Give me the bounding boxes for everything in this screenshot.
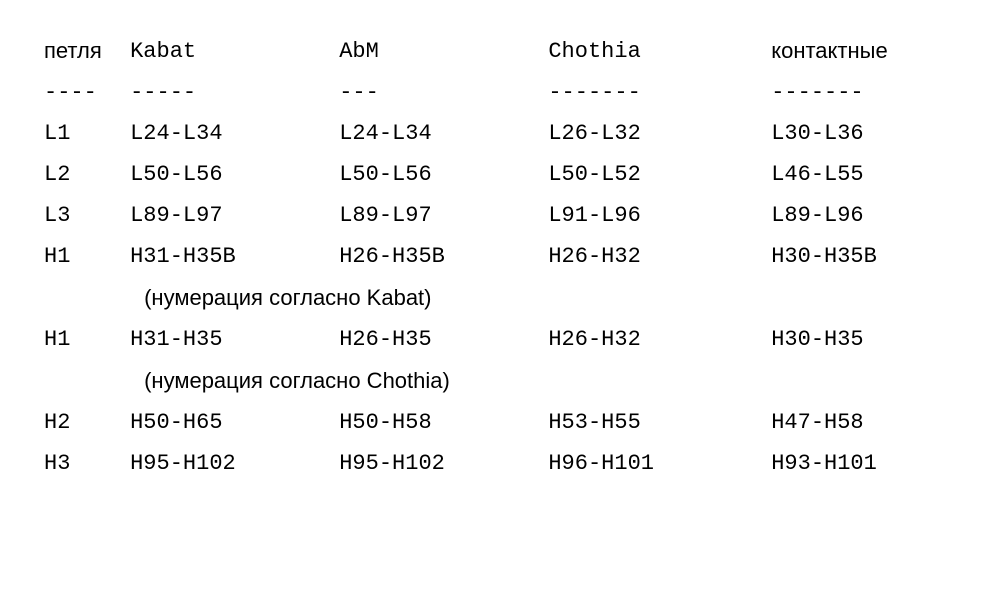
dash-loop: ----	[40, 72, 126, 113]
cell-loop: H2	[40, 402, 126, 443]
cell-kabat: H50-H65	[126, 402, 335, 443]
note-kabat: (нумерация согласно Kabat)	[126, 277, 959, 319]
cdr-definitions-table: петля Kabat AbM Chothia контактные ---- …	[40, 30, 959, 484]
header-chothia: Chothia	[544, 30, 767, 72]
cell-abm: L24-L34	[335, 113, 544, 154]
table-row: H3 H95-H102 H95-H102 H96-H101 H93-H101	[40, 443, 959, 484]
table-row: L2 L50-L56 L50-L56 L50-L52 L46-L55	[40, 154, 959, 195]
cell-chothia: H26-H32	[544, 319, 767, 360]
cell-chothia: H96-H101	[544, 443, 767, 484]
note-row-chothia: (нумерация согласно Chothia)	[40, 360, 959, 402]
cell-kabat: L24-L34	[126, 113, 335, 154]
header-abm: AbM	[335, 30, 544, 72]
cell-abm: L89-L97	[335, 195, 544, 236]
dash-contact: -------	[767, 72, 959, 113]
cell-chothia: H53-H55	[544, 402, 767, 443]
note-spacer	[40, 277, 126, 319]
dash-row: ---- ----- --- ------- -------	[40, 72, 959, 113]
dash-kabat: -----	[126, 72, 335, 113]
cell-loop: H1	[40, 319, 126, 360]
cell-abm: H26-H35	[335, 319, 544, 360]
cell-abm: H50-H58	[335, 402, 544, 443]
dash-chothia: -------	[544, 72, 767, 113]
cell-loop: L3	[40, 195, 126, 236]
cell-loop: H1	[40, 236, 126, 277]
cell-contact: H30-H35B	[767, 236, 959, 277]
cell-loop: H3	[40, 443, 126, 484]
table-row: L1 L24-L34 L24-L34 L26-L32 L30-L36	[40, 113, 959, 154]
cell-kabat: H31-H35B	[126, 236, 335, 277]
cell-chothia: L26-L32	[544, 113, 767, 154]
cell-abm: L50-L56	[335, 154, 544, 195]
dash-abm: ---	[335, 72, 544, 113]
header-row: петля Kabat AbM Chothia контактные	[40, 30, 959, 72]
cell-kabat: L89-L97	[126, 195, 335, 236]
cell-abm: H95-H102	[335, 443, 544, 484]
cell-contact: H47-H58	[767, 402, 959, 443]
cell-loop: L1	[40, 113, 126, 154]
cell-contact: L46-L55	[767, 154, 959, 195]
cell-chothia: L91-L96	[544, 195, 767, 236]
cell-loop: L2	[40, 154, 126, 195]
table-row: H1 H31-H35 H26-H35 H26-H32 H30-H35	[40, 319, 959, 360]
header-contact: контактные	[767, 30, 959, 72]
note-row-kabat: (нумерация согласно Kabat)	[40, 277, 959, 319]
table-row: H1 H31-H35B H26-H35B H26-H32 H30-H35B	[40, 236, 959, 277]
note-chothia: (нумерация согласно Chothia)	[126, 360, 959, 402]
note-spacer	[40, 360, 126, 402]
cell-chothia: L50-L52	[544, 154, 767, 195]
cell-contact: H93-H101	[767, 443, 959, 484]
table-row: L3 L89-L97 L89-L97 L91-L96 L89-L96	[40, 195, 959, 236]
cell-abm: H26-H35B	[335, 236, 544, 277]
cell-contact: L89-L96	[767, 195, 959, 236]
header-kabat: Kabat	[126, 30, 335, 72]
cell-kabat: H95-H102	[126, 443, 335, 484]
cell-chothia: H26-H32	[544, 236, 767, 277]
cell-kabat: L50-L56	[126, 154, 335, 195]
cell-kabat: H31-H35	[126, 319, 335, 360]
table-row: H2 H50-H65 H50-H58 H53-H55 H47-H58	[40, 402, 959, 443]
header-loop: петля	[40, 30, 126, 72]
cell-contact: L30-L36	[767, 113, 959, 154]
cell-contact: H30-H35	[767, 319, 959, 360]
